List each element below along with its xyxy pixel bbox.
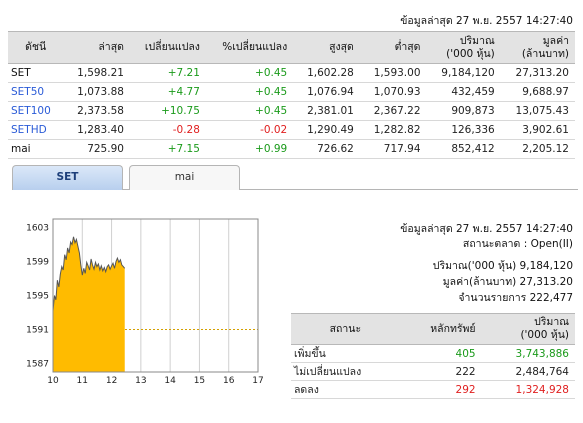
chart-x-tick-label: 13 xyxy=(135,376,146,386)
index-pct-change: +0.99 xyxy=(205,139,294,159)
table-row: SET100 2,373.58 +10.75 +0.45 2,381.01 2,… xyxy=(8,101,575,121)
status-volume: 3,743,886 xyxy=(481,344,575,363)
index-high: 726.62 xyxy=(293,139,360,159)
index-pct-change: +0.45 xyxy=(205,63,294,83)
table-row: ลดลง 292 1,324,928 xyxy=(291,380,575,399)
status-volume: 2,484,764 xyxy=(481,362,575,381)
col-value: มูลค่า (ล้านบาท) xyxy=(500,31,575,64)
col-status: สถานะ xyxy=(291,313,400,345)
col-stat-volume: ปริมาณ ('000 หุ้น) xyxy=(481,313,575,345)
status-count: 405 xyxy=(399,344,482,363)
index-change: +7.21 xyxy=(129,63,206,83)
index-name-link[interactable]: SETHD xyxy=(8,120,64,140)
index-volume: 9,184,120 xyxy=(426,63,501,83)
index-change: +10.75 xyxy=(129,101,206,121)
index-value: 9,688.97 xyxy=(500,82,575,102)
chart-y-tick-label: 1587 xyxy=(26,360,49,370)
market-status: สถานะตลาด : Open(II) xyxy=(462,238,573,250)
table-row: SETHD 1,283.40 -0.28 -0.02 1,290.49 1,28… xyxy=(8,120,575,140)
index-name-link[interactable]: SET100 xyxy=(8,101,64,121)
intraday-chart-svg: 10 11 12 13 14 15 16 17 1587 1591 1595 1599 1603 xyxy=(26,218,264,386)
index-low: 1,070.93 xyxy=(359,82,427,102)
index-volume: 126,336 xyxy=(426,120,501,140)
advance-decline-table: สถานะ หลักทรัพย์ ปริมาณ ('000 หุ้น) เพิ่… xyxy=(291,313,575,399)
chart-x-tick-label: 17 xyxy=(252,376,263,386)
status-count: 292 xyxy=(399,380,482,399)
index-low: 2,367.22 xyxy=(359,101,427,121)
index-last: 1,598.21 xyxy=(63,63,130,83)
index-high: 1,602.28 xyxy=(293,63,360,83)
chart-y-tick-label: 1603 xyxy=(26,224,49,234)
chart-y-tick-label: 1591 xyxy=(26,326,49,336)
index-high: 2,381.01 xyxy=(293,101,360,121)
index-value: 2,205.12 xyxy=(500,139,575,159)
table-row: SET50 1,073.88 +4.77 +0.45 1,076.94 1,07… xyxy=(8,82,575,102)
index-high: 1,076.94 xyxy=(293,82,360,102)
index-high: 1,290.49 xyxy=(293,120,360,140)
status-volume: 1,324,928 xyxy=(481,380,575,399)
status-count: 222 xyxy=(399,362,482,381)
info-value: มูลค่า(ล้านบาท) 27,313.20 xyxy=(442,276,573,288)
index-name: SET xyxy=(8,63,64,83)
index-name-link[interactable]: SET50 xyxy=(8,82,64,102)
chart-x-tick-label: 12 xyxy=(106,376,117,386)
index-table-header: ดัชนี ล่าสุด เปลี่ยนแปลง %เปลี่ยนแปลง สู… xyxy=(8,31,575,64)
col-index: ดัชนี xyxy=(8,31,64,64)
chart-x-tick-label: 15 xyxy=(194,376,205,386)
index-low: 1,593.00 xyxy=(359,63,427,83)
status-label: ลดลง xyxy=(291,380,400,399)
chart-x-tick-label: 14 xyxy=(164,376,176,386)
index-last: 1,283.40 xyxy=(63,120,130,140)
index-pct-change: +0.45 xyxy=(205,101,294,121)
col-high: สูงสุด xyxy=(293,31,360,64)
table-row: ไม่เปลี่ยนแปลง 222 2,484,764 xyxy=(291,362,575,381)
chart-price-line xyxy=(52,236,126,311)
info-volume: ปริมาณ('000 หุ้น) 9,184,120 xyxy=(432,260,573,272)
status-label: ไม่เปลี่ยนแปลง xyxy=(291,362,400,381)
col-securities: หลักทรัพย์ xyxy=(399,313,482,345)
col-pct-change: %เปลี่ยนแปลง xyxy=(205,31,294,64)
col-low: ต่ำสุด xyxy=(359,31,427,64)
table-row: SET 1,598.21 +7.21 +0.45 1,602.28 1,593.… xyxy=(8,63,575,83)
index-change: +4.77 xyxy=(129,82,206,102)
index-value: 27,313.20 xyxy=(500,63,575,83)
chart-x-tick-label: 16 xyxy=(223,376,235,386)
status-label: เพิ่มขึ้น xyxy=(291,344,400,363)
index-last: 1,073.88 xyxy=(63,82,130,102)
chart-area-series xyxy=(53,236,125,372)
col-change: เปลี่ยนแปลง xyxy=(129,31,206,64)
index-volume: 852,412 xyxy=(426,139,501,159)
index-low: 1,282.82 xyxy=(359,120,427,140)
chart-y-tick-label: 1599 xyxy=(26,258,49,268)
index-low: 717.94 xyxy=(359,139,427,159)
index-volume: 432,459 xyxy=(426,82,501,102)
index-value: 3,902.61 xyxy=(500,120,575,140)
index-change: +7.15 xyxy=(129,139,206,159)
table-row: mai 725.90 +7.15 +0.99 726.62 717.94 852… xyxy=(8,139,575,159)
index-change: -0.28 xyxy=(129,120,206,140)
col-last: ล่าสุด xyxy=(63,31,130,64)
index-pct-change: -0.02 xyxy=(205,120,294,140)
index-last: 725.90 xyxy=(63,139,130,159)
chart-x-tick-label: 10 xyxy=(47,376,59,386)
tab-mai[interactable]: mai xyxy=(129,165,240,190)
index-table: ดัชนี ล่าสุด เปลี่ยนแปลง %เปลี่ยนแปลง สู… xyxy=(8,31,575,159)
index-name: mai xyxy=(8,139,64,159)
col-volume: ปริมาณ ('000 หุ้น) xyxy=(426,31,501,64)
tab-set[interactable]: SET xyxy=(12,165,123,190)
intraday-chart: 10 11 12 13 14 15 16 17 1587 1591 1595 1599 1603 xyxy=(12,214,268,420)
info-trades: จำนวนรายการ 222,477 xyxy=(458,292,573,304)
info-last-update: ข้อมูลล่าสุด 27 พ.ย. 2557 14:27:40 xyxy=(400,223,573,235)
chart-y-tick-label: 1595 xyxy=(26,292,49,302)
chart-frame xyxy=(52,218,259,373)
stat-table-header: สถานะ หลักทรัพย์ ปริมาณ ('000 หุ้น) xyxy=(291,313,575,345)
table-row: เพิ่มขึ้น 405 3,743,886 xyxy=(291,344,575,363)
index-last: 2,373.58 xyxy=(63,101,130,121)
index-pct-change: +0.45 xyxy=(205,82,294,102)
last-update-text: ข้อมูลล่าสุด 27 พ.ย. 2557 14:27:40 xyxy=(400,15,573,27)
chart-x-tick-label: 11 xyxy=(77,376,88,386)
index-value: 13,075.43 xyxy=(500,101,575,121)
index-volume: 909,873 xyxy=(426,101,501,121)
market-tabs: SET mai xyxy=(12,165,578,190)
